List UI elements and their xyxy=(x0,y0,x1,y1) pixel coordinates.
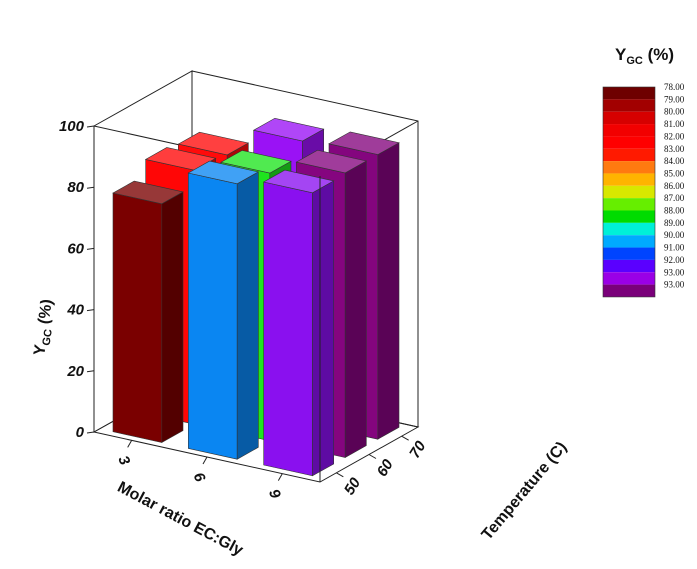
bar-front-face xyxy=(112,192,163,443)
bar-side-face xyxy=(344,160,367,459)
legend-swatch xyxy=(603,284,655,297)
legend-swatch xyxy=(603,247,655,260)
bars-group xyxy=(112,117,400,477)
z-tick-mark xyxy=(86,370,95,373)
legend-label: 93.00 xyxy=(664,280,685,290)
z-tick-label: 80 xyxy=(67,179,84,196)
bar-top-face xyxy=(295,149,368,174)
legend-swatch xyxy=(603,272,655,285)
legend-swatch xyxy=(603,198,655,211)
legend-swatch xyxy=(603,124,655,137)
legend-swatch xyxy=(603,99,655,112)
bar-top-face xyxy=(262,169,335,194)
y-tick-mark xyxy=(368,454,377,459)
z-tick-mark xyxy=(86,431,95,434)
legend-swatch xyxy=(603,235,655,248)
legend-label: 88.00 xyxy=(664,206,685,216)
bar-top-face xyxy=(252,117,325,142)
z-tick-mark xyxy=(86,247,95,250)
bar-9-50 xyxy=(262,169,335,477)
z-tick-label: 60 xyxy=(67,240,84,257)
tick-labels-group: 0 20 40 60 80 100 3 6 9 50 60 70 xyxy=(59,118,430,502)
legend-swatch xyxy=(603,136,655,149)
z-tick-label: 0 xyxy=(76,424,85,441)
legend-label: 86.00 xyxy=(664,181,685,191)
legend-label: 84.00 xyxy=(664,156,685,166)
bar-top-face xyxy=(328,131,400,155)
legend-label: 87.00 xyxy=(664,193,685,203)
legend-label: 93.00 xyxy=(664,267,685,277)
x-axis-title: Molar ratio EC:Gly xyxy=(115,479,246,560)
z-tick-label: 20 xyxy=(66,363,84,380)
legend-swatch xyxy=(603,222,655,236)
x-tick-mark xyxy=(277,473,283,481)
x-tick-mark xyxy=(202,456,208,465)
bar-6-50 xyxy=(187,160,260,460)
bar-front-face xyxy=(263,181,313,477)
bar-3-50 xyxy=(112,180,184,444)
legend-label: 80.00 xyxy=(664,107,685,117)
plot-box-front xyxy=(93,126,321,482)
bar-top-face xyxy=(220,150,292,174)
legend-swatch xyxy=(603,87,655,100)
bar-side-face xyxy=(377,142,400,440)
legend-swatch xyxy=(603,148,655,162)
z-tick-mark xyxy=(86,309,95,312)
bar-front-face xyxy=(188,172,238,460)
legend-swatch xyxy=(603,185,655,199)
legend-swatch xyxy=(603,161,655,174)
z-axis-title: YGC (%) xyxy=(31,298,59,357)
legend-label: 85.00 xyxy=(664,168,685,178)
legend-swatch xyxy=(603,210,655,223)
legend-label: 90.00 xyxy=(664,230,685,240)
legend: 78.00 79.00 80.00 81.00 82.00 83.00 84.00 85.00… xyxy=(602,82,685,298)
x-tick-label: 3 xyxy=(114,453,133,468)
legend-label: 91.00 xyxy=(664,243,685,253)
legend-label: 83.00 xyxy=(664,144,685,154)
x-tick-label: 6 xyxy=(190,470,209,485)
y-tick-label: 70 xyxy=(406,438,430,462)
legend-frame xyxy=(602,86,656,298)
legend-swatch xyxy=(603,259,655,273)
y-tick-mark xyxy=(336,472,344,478)
legend-label: 81.00 xyxy=(664,119,685,129)
z-tick-label: 40 xyxy=(66,302,84,319)
x-tick-label: 9 xyxy=(265,487,284,502)
legend-label: 78.00 xyxy=(664,82,685,92)
legend-label: 92.00 xyxy=(664,255,685,265)
bar-side-face xyxy=(236,171,259,460)
bar-side-face xyxy=(312,180,335,477)
z-tick-label: 100 xyxy=(59,118,85,135)
bar-side-face xyxy=(161,191,184,444)
legend-swatch xyxy=(603,173,655,186)
x-tick-mark xyxy=(127,440,133,448)
z-tick-mark xyxy=(86,125,95,128)
y-tick-label: 50 xyxy=(341,474,365,498)
y-axis-title: Temperature (C) xyxy=(479,439,571,544)
legend-swatch xyxy=(603,111,655,125)
bar-top-face xyxy=(187,160,260,185)
bar-top-face xyxy=(112,180,184,205)
legend-label: 82.00 xyxy=(664,131,685,141)
legend-label: 79.00 xyxy=(664,94,685,104)
legend-title: YGC (%) xyxy=(615,45,674,67)
bar-top-face xyxy=(144,147,217,171)
legend-label: 89.00 xyxy=(664,218,685,228)
y-tick-label: 60 xyxy=(374,456,398,480)
z-tick-mark xyxy=(86,186,95,189)
y-tick-mark xyxy=(401,435,409,441)
bar-top-face xyxy=(177,131,250,156)
